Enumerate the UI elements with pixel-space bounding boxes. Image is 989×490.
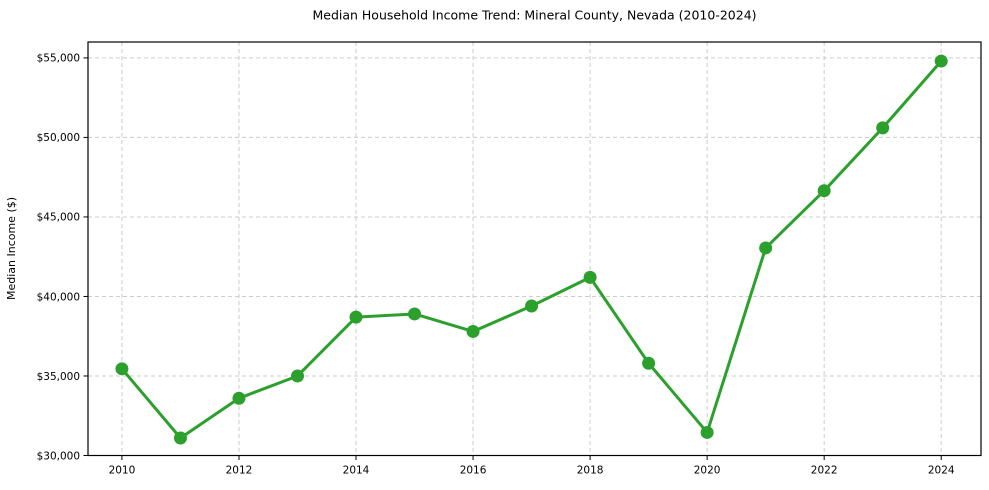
y-tick-label: $30,000 <box>37 450 80 462</box>
x-tick-label: 2024 <box>928 465 955 477</box>
data-point <box>759 241 773 255</box>
chart-title: Median Household Income Trend: Mineral C… <box>312 8 756 23</box>
axis-ticks <box>83 57 942 460</box>
x-tick-label: 2020 <box>694 465 721 477</box>
x-tick-label: 2018 <box>577 465 604 477</box>
data-point <box>876 121 890 135</box>
data-point <box>934 54 948 68</box>
data-point <box>642 356 656 370</box>
plot-border <box>87 41 982 457</box>
y-axis-label: Median Income ($) <box>5 197 18 300</box>
y-tick-labels: $30,000 $35,000 $40,000 $45,000 $50,000 $55,0… <box>37 53 80 463</box>
y-tick-label: $55,000 <box>37 53 80 65</box>
data-point <box>290 369 304 383</box>
x-tick-labels: 2010 2012 2014 2016 2018 2020 2022 2024 <box>109 465 955 477</box>
y-tick-label: $40,000 <box>37 291 80 303</box>
x-tick-label: 2010 <box>109 465 136 477</box>
data-point <box>349 310 363 324</box>
x-tick-label: 2016 <box>460 465 487 477</box>
y-tick-label: $45,000 <box>37 212 80 224</box>
gridlines <box>88 42 981 456</box>
data-point <box>817 184 831 198</box>
data-point <box>525 299 539 313</box>
x-tick-label: 2022 <box>811 465 838 477</box>
data-point <box>408 307 422 321</box>
data-point-markers <box>115 54 948 445</box>
data-point <box>232 391 246 405</box>
y-tick-label: $35,000 <box>37 371 80 383</box>
data-point <box>583 270 597 284</box>
data-point <box>700 425 714 439</box>
income-trend-line <box>120 59 943 440</box>
x-tick-label: 2014 <box>343 465 370 477</box>
data-point <box>466 324 480 338</box>
y-tick-label: $50,000 <box>37 132 80 144</box>
data-point <box>115 362 129 376</box>
x-tick-label: 2012 <box>226 465 253 477</box>
data-point <box>173 431 187 445</box>
